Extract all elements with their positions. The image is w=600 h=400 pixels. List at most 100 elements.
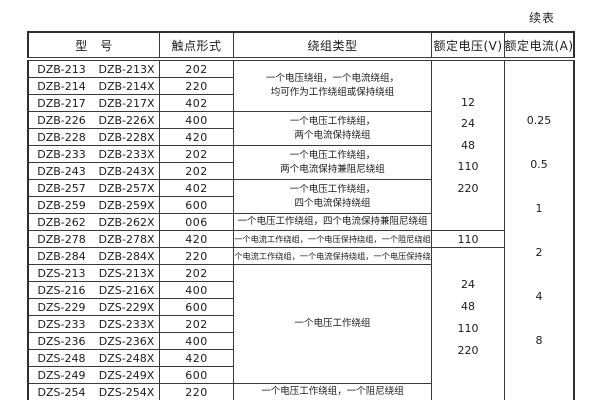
contact-form-cell: 202	[160, 265, 234, 282]
winding-line: 一个电压工作绕组，四个电流保持兼阻尼绕组	[237, 216, 428, 227]
winding-line: 一个电压工作绕组，一个阻尼绕组	[261, 386, 404, 397]
contact-form-cell: 402	[160, 180, 234, 197]
winding-type-cell: 一个电压工作绕组， 两个电流保持绕组	[234, 112, 432, 146]
winding-line: 一个电压工作绕组，	[289, 115, 376, 127]
voltage-value: 220	[457, 344, 479, 357]
contact-form-cell: 420	[160, 231, 234, 248]
current-value: 1	[535, 202, 543, 215]
current-value: 0.25	[526, 114, 552, 127]
contact-form-cell: 400	[160, 333, 234, 350]
model-x-text: DZS-229X	[98, 300, 155, 314]
voltage-value: 48	[461, 138, 475, 152]
voltage-value: 12	[461, 95, 475, 109]
model-text: DZB-233	[37, 147, 86, 161]
contact-form-cell: 600	[160, 299, 234, 316]
contact-form-cell: 220	[160, 384, 234, 400]
model-x-text: DZB-284X	[98, 249, 155, 263]
winding-line: 一个电压绕组，一个电流绕组，	[265, 73, 399, 84]
model-text: DZB-213	[37, 62, 86, 76]
model-x-text: DZB-226X	[98, 113, 155, 127]
model-x-text: DZB-257X	[98, 181, 155, 195]
winding-line: 一个电流工作绕组，一个电压保持绕组，一个阻尼绕组	[234, 234, 431, 244]
winding-type-cell: 一个电压工作绕组， 两个电流保持兼阻尼绕组	[234, 146, 432, 180]
winding-line: 四个电流保持绕组	[294, 197, 371, 209]
voltage-value: 48	[461, 300, 475, 313]
model-text: DZB-228	[37, 130, 86, 144]
contact-form-cell: 400	[160, 112, 234, 129]
model-x-text: DZB-243X	[98, 164, 155, 178]
winding-line: 一个电压工作绕组，	[289, 149, 376, 161]
winding-line: 两个电流保持兼阻尼绕组	[280, 163, 385, 175]
model-text: DZS-248	[37, 351, 86, 365]
header-model: 型 号	[29, 33, 160, 57]
current-value: 0.5	[530, 158, 548, 171]
model-x-text: DZS-248X	[98, 351, 155, 365]
winding-type-cell: 一个电压工作绕组，一个阻尼绕组	[234, 384, 432, 400]
model-text: DZB-226	[37, 113, 86, 127]
model-x-text: DZB-214X	[98, 79, 155, 93]
contact-form-cell: 006	[160, 214, 234, 231]
model-cell: DZB-233 DZB-233X	[29, 146, 160, 163]
model-x-text: DZS-213X	[98, 266, 155, 280]
rated-current-cell: 0.25 0.5 1 2 4 8	[505, 61, 575, 400]
winding-type-cell: 一个电压工作绕组，四个电流保持兼阻尼绕组	[234, 214, 432, 231]
winding-type-cell: 一个电压工作绕组	[234, 265, 432, 384]
current-value: 2	[535, 246, 543, 259]
voltage-value: 24	[461, 117, 475, 131]
model-text: DZB-214	[37, 79, 86, 93]
winding-type-cell: 一个电压绕组，一个电流绕组， 均可作为工作绕组或保持绕组	[234, 61, 432, 112]
current-value: 8	[535, 334, 543, 347]
voltage-value: 220	[457, 181, 479, 195]
voltage-value: 110	[457, 322, 479, 335]
contact-form-cell: 600	[160, 197, 234, 214]
contact-form-cell: 402	[160, 95, 234, 112]
model-cell: DZS-236 DZS-236X	[29, 333, 160, 350]
model-text: DZB-259	[37, 198, 86, 212]
model-text: DZB-262	[37, 215, 86, 229]
voltage-value: 110	[457, 232, 479, 246]
model-x-text: DZB-262X	[98, 215, 155, 229]
rated-voltage-cell: 12 24 48 110 220	[432, 61, 505, 231]
model-text: DZS-216	[37, 283, 86, 297]
model-cell: DZB-213 DZB-213X	[29, 61, 160, 78]
contact-form-cell: 600	[160, 367, 234, 384]
contact-form-cell: 220	[160, 78, 234, 95]
model-x-text: DZB-228X	[98, 130, 155, 144]
model-cell: DZB-243 DZB-243X	[29, 163, 160, 180]
winding-type-cell: 一个电流工作绕组，一个电流保持绕组，一个电压保持绕组	[234, 248, 432, 265]
model-cell: DZS-233 DZS-233X	[29, 316, 160, 333]
model-cell: DZB-228 DZB-228X	[29, 129, 160, 146]
model-text: DZS-249	[37, 368, 86, 382]
table-header: 型 号 触点形式 绕组类型 额定电压(V) 额定电流(A)	[27, 31, 575, 58]
model-text: DZB-278	[37, 232, 86, 246]
winding-type-cell: 一个电流工作绕组，一个电压保持绕组，一个阻尼绕组	[234, 231, 432, 248]
contact-form-cell: 420	[160, 350, 234, 367]
model-cell: DZS-248 DZS-248X	[29, 350, 160, 367]
model-cell: DZS-254 DZS-254X	[29, 384, 160, 400]
table-body: DZB-213 DZB-213X 202 DZB-214 DZB-214X 220 DZB-…	[27, 60, 575, 400]
model-cell: DZS-216 DZS-216X	[29, 282, 160, 299]
current-value: 4	[535, 290, 543, 303]
model-x-text: DZB-217X	[98, 96, 155, 110]
model-text: DZS-213	[37, 266, 86, 280]
model-cell: DZB-284 DZB-284X	[29, 248, 160, 265]
contact-form-cell: 202	[160, 146, 234, 163]
header-winding-type: 绕组类型	[234, 33, 432, 57]
model-x-text: DZB-213X	[98, 62, 155, 76]
model-x-text: DZS-236X	[98, 334, 155, 348]
model-text: DZB-257	[37, 181, 86, 195]
model-text: DZS-229	[37, 300, 86, 314]
model-cell: DZS-213 DZS-213X	[29, 265, 160, 282]
contact-form-cell: 202	[160, 61, 234, 78]
contact-form-cell: 202	[160, 316, 234, 333]
model-text: DZS-254	[37, 385, 86, 399]
model-cell: DZB-214 DZB-214X	[29, 78, 160, 95]
model-x-text: DZS-249X	[98, 368, 155, 382]
winding-line: 一个电压工作绕组，	[289, 183, 376, 195]
model-text: DZS-233	[37, 317, 86, 331]
model-cell: DZB-259 DZB-259X	[29, 197, 160, 214]
model-text: DZS-236	[37, 334, 86, 348]
rated-voltage-cell: 110	[432, 231, 505, 248]
voltage-value: 110	[457, 160, 479, 174]
